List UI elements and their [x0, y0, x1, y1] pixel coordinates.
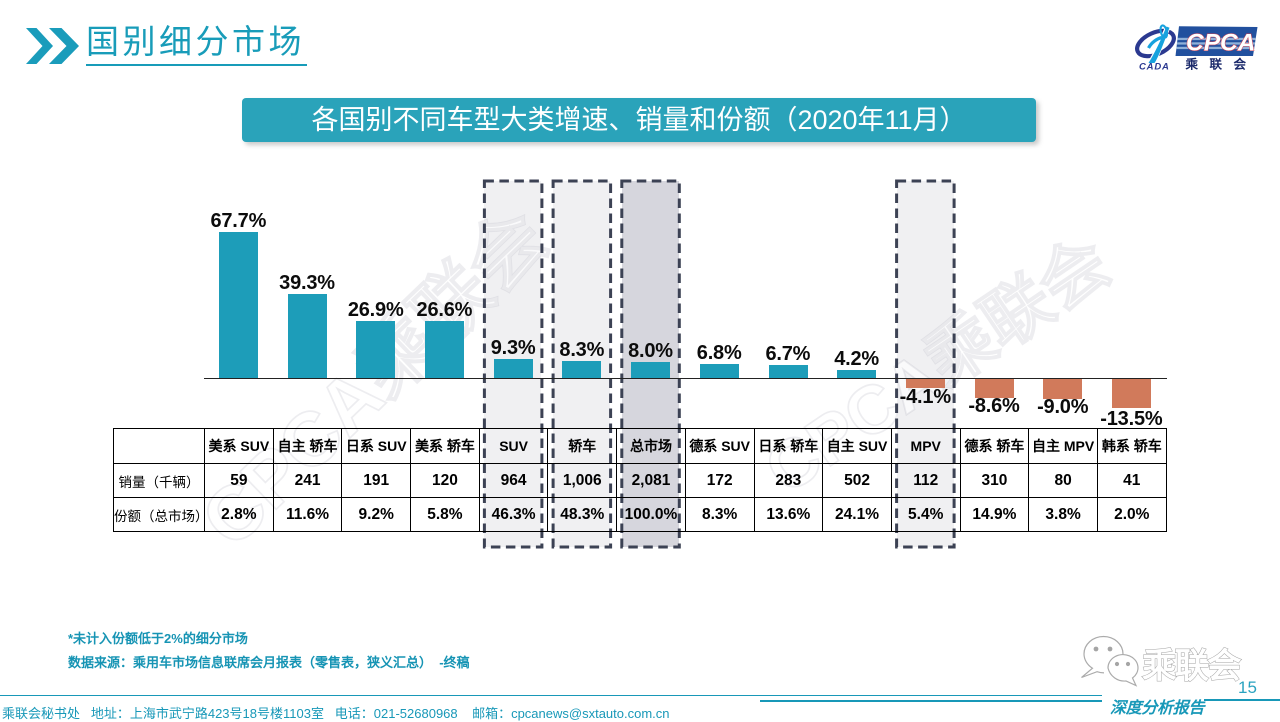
svg-text:CADA: CADA [1139, 62, 1170, 73]
svg-text:乘联会: 乘联会 [1185, 57, 1258, 72]
svg-text:乘联会: 乘联会 [1142, 648, 1242, 686]
svg-text:CPCA: CPCA [1186, 30, 1255, 57]
